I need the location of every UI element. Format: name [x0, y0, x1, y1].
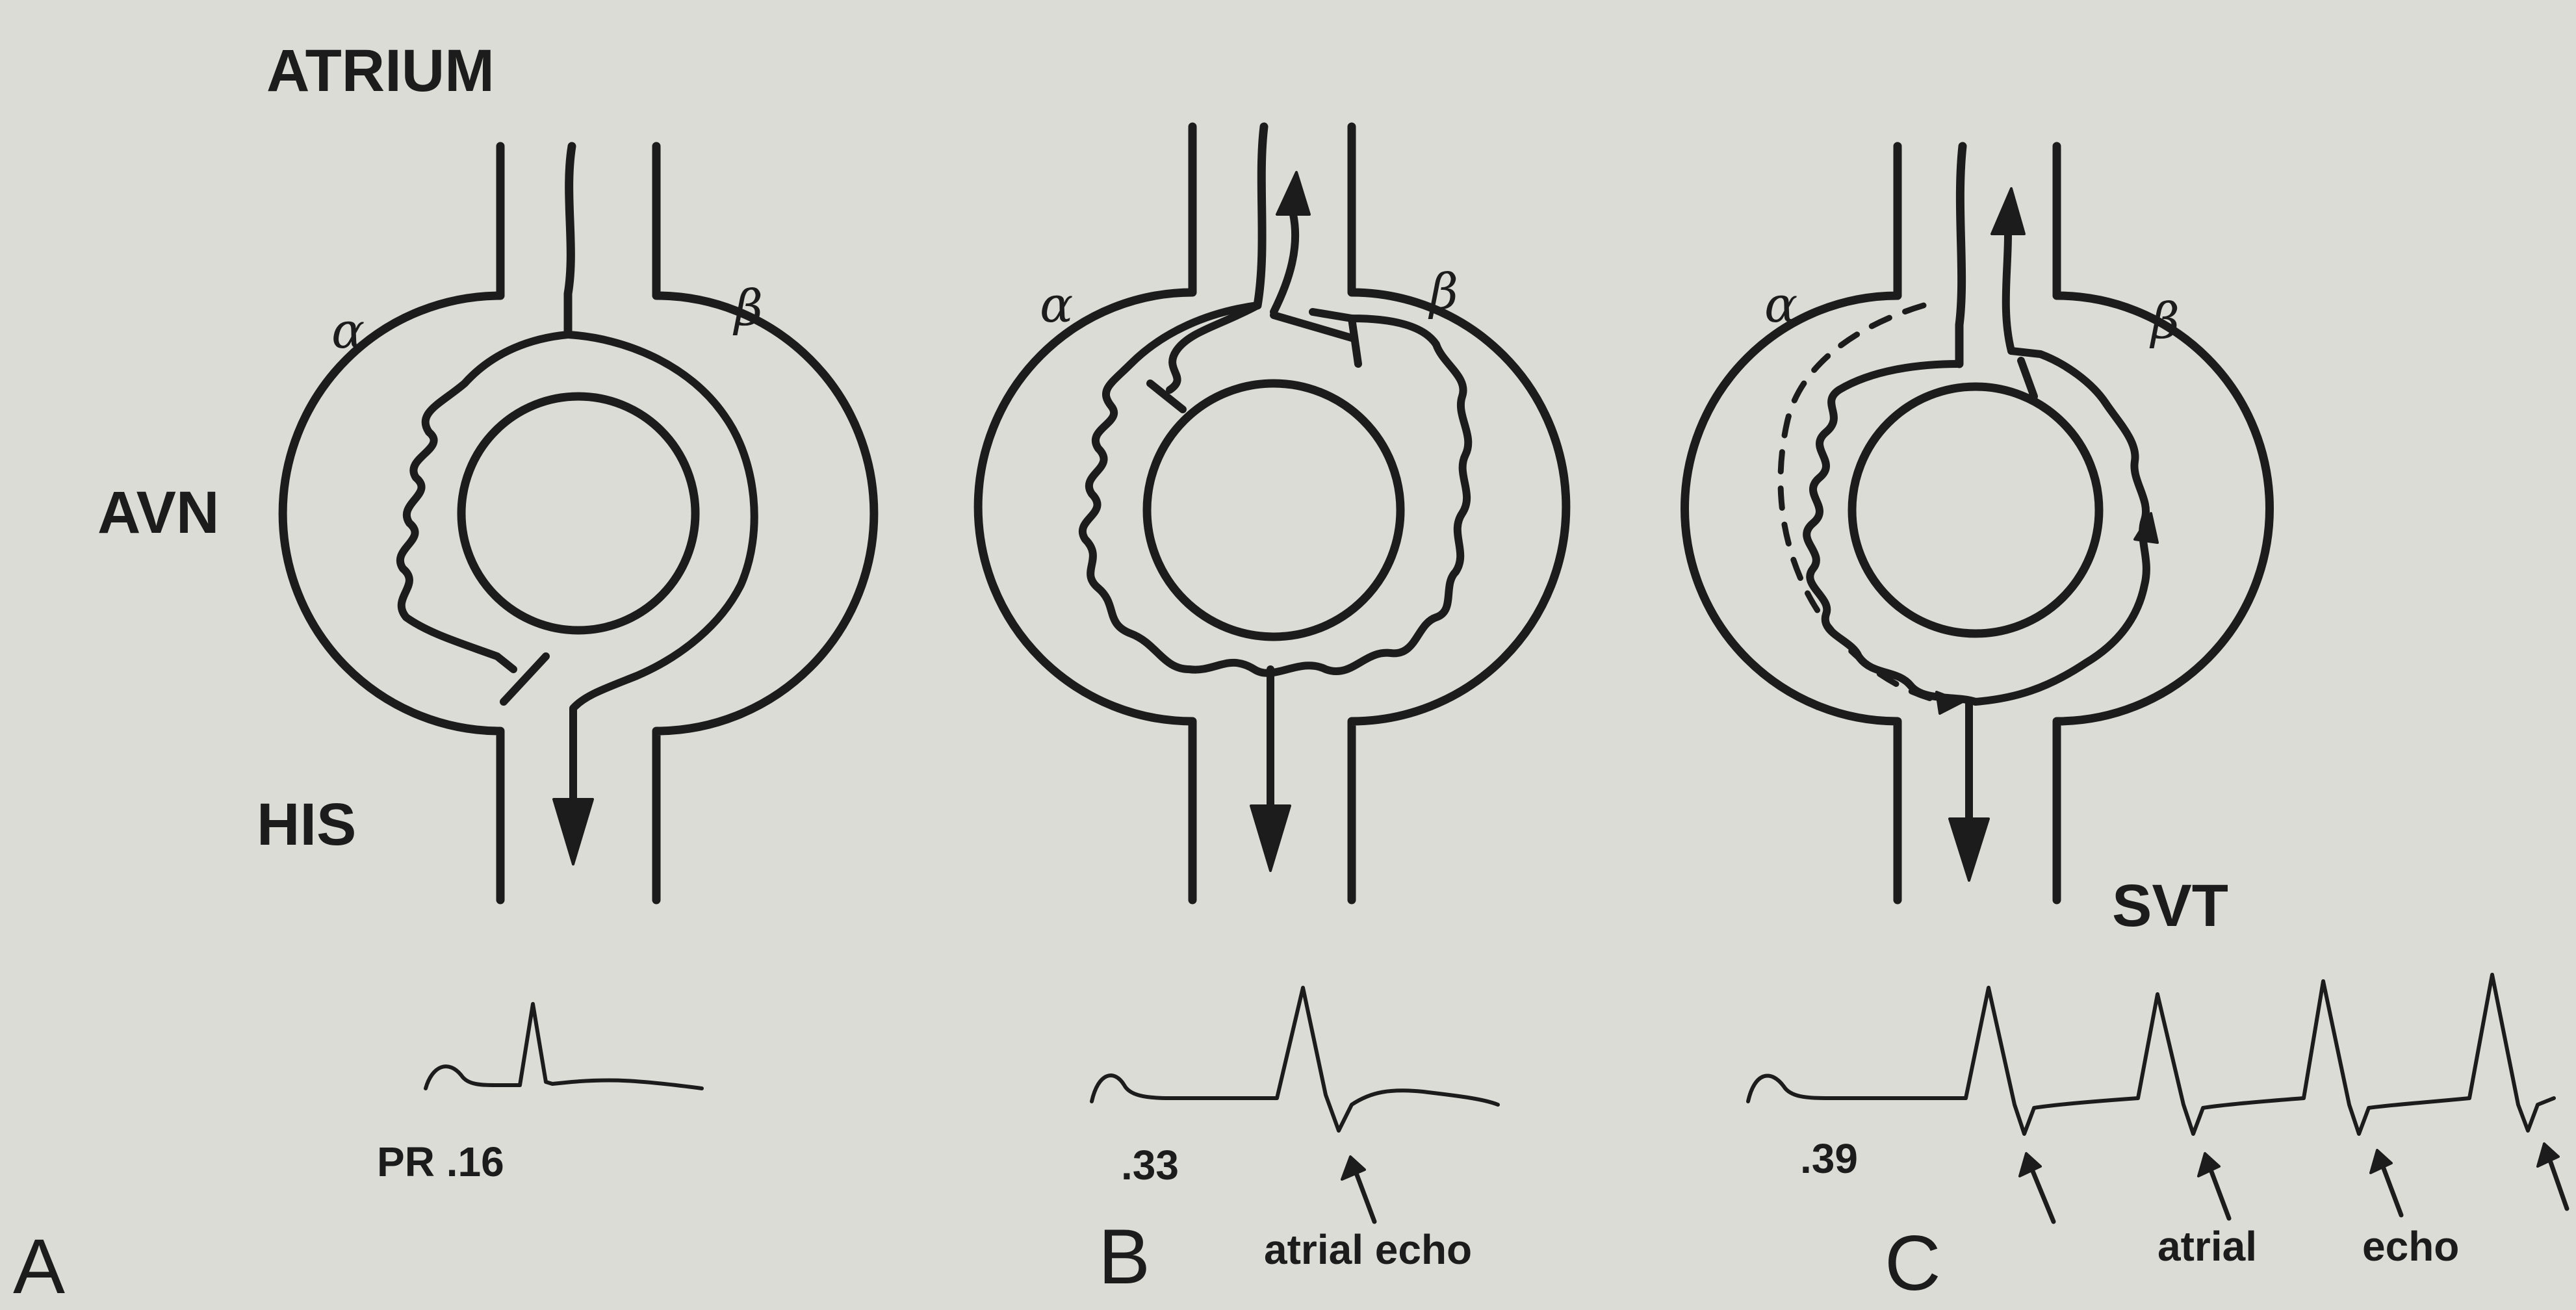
panel-a-atrial-stem	[563, 142, 576, 336]
atrium-label: ATRIUM	[266, 38, 495, 104]
panel-b-beta-label: β	[1428, 263, 1458, 320]
panel-b-av-node: α β	[973, 122, 1571, 905]
panel-b-echo-arrow-head	[1341, 1155, 1366, 1181]
panel-c-echo-arrow-3-head	[2369, 1149, 2393, 1174]
panel-c-retro-arrow	[1990, 187, 2026, 235]
panel-a-av-node: α β	[278, 142, 879, 905]
panel-c-beta-path	[1972, 347, 2150, 706]
panel-b-block-bar-left	[1146, 379, 1187, 413]
panel-a-ecg-trace	[424, 1002, 704, 1090]
panel-b-his-arrow	[1250, 804, 1291, 872]
panel-b-alpha-label: α	[1040, 276, 1073, 333]
panel-b-ecg-trace	[1090, 986, 1500, 1133]
panel-a-block-bar	[500, 652, 550, 706]
panel-c-retro-path	[2002, 230, 2015, 355]
panel-c-beta-label: β	[2149, 292, 2180, 350]
panel-b-inner-ring	[1142, 379, 1405, 641]
panel-c-echo-arrow-4-line	[2546, 1154, 2570, 1211]
panel-c-echo-arrow-3-line	[2379, 1161, 2404, 1218]
panel-c-echo-arrow-4-head	[2536, 1142, 2560, 1168]
panel-c-alpha-label: α	[1764, 276, 1797, 333]
panel-b-interval: .33	[1121, 1142, 1179, 1188]
panel-c-left-wall	[1681, 142, 1902, 905]
panel-b-annotation: atrial echo	[1264, 1226, 1472, 1273]
panel-a-alpha-label: α	[331, 302, 365, 359]
panel-c-echo-arrow-2-head	[2197, 1152, 2221, 1177]
panel-b-right-wall	[1347, 122, 1571, 905]
panel-a-letter: A	[13, 1223, 65, 1310]
panel-a: α β PR .16 A	[13, 142, 879, 1310]
panel-c: α β SVT .39 atrial echo C	[1681, 142, 2570, 1307]
svt-label: SVT	[2112, 873, 2228, 939]
panel-c-echo-arrow-2-line	[2207, 1164, 2232, 1221]
panel-b-letter: B	[1098, 1213, 1150, 1300]
panel-b-retro-arrow	[1276, 171, 1311, 216]
panel-b-left-wall	[973, 122, 1197, 905]
panel-a-interval: PR .16	[377, 1138, 504, 1185]
panel-c-echo-arrow-1-line	[2028, 1164, 2056, 1224]
panel-b-atrial-stem	[1253, 122, 1269, 310]
panel-b: α β .33 atrial echo B	[973, 122, 1571, 1300]
his-label: HIS	[257, 791, 356, 858]
panel-c-ecg-trace	[1746, 973, 2556, 1136]
panel-a-beta-label: β	[732, 279, 763, 337]
panel-b-block-stub	[1270, 311, 1356, 342]
panel-a-beta-path	[564, 331, 758, 803]
panel-c-annotation-word1: atrial	[2157, 1223, 2257, 1270]
panel-c-atrial-stem	[1955, 142, 1967, 368]
panel-c-letter: C	[1885, 1220, 1941, 1307]
panel-b-upper-loop	[1166, 302, 1261, 394]
panel-c-circulation-arrow-right	[2133, 512, 2159, 544]
panel-c-annotation-word2: echo	[2362, 1223, 2459, 1270]
panel-b-retro-path	[1270, 211, 1300, 316]
panel-c-inner-ring	[1848, 382, 2104, 638]
panel-a-left-wall	[278, 142, 505, 905]
panel-c-av-node: α β	[1681, 142, 2274, 905]
avn-label: AVN	[97, 480, 219, 546]
panel-b-block-bar-right	[1348, 315, 1362, 368]
panel-b-beta-path	[1309, 308, 1473, 576]
panel-b-alpha-path	[1078, 302, 1460, 677]
panel-c-alpha-path	[1803, 360, 1979, 706]
panel-a-inner-ring	[457, 392, 700, 635]
panel-a-right-wall	[652, 142, 879, 905]
panel-b-echo-arrow-line	[1352, 1167, 1377, 1224]
panel-c-block-bar	[2017, 357, 2038, 400]
panel-c-interval: .39	[1800, 1135, 1858, 1182]
panel-a-alpha-path	[396, 331, 572, 673]
panel-c-right-wall	[2052, 142, 2274, 905]
panel-c-echo-arrow-1-head	[2018, 1152, 2042, 1177]
panel-c-his-arrow	[1948, 817, 1990, 882]
panel-a-his-arrow	[552, 798, 594, 866]
panel-c-circulation-arrow-bottom	[1935, 691, 1964, 715]
